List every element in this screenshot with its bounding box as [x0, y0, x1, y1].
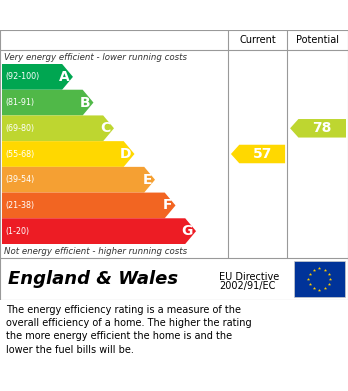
Text: 78: 78: [313, 121, 332, 135]
Text: 2002/91/EC: 2002/91/EC: [219, 281, 276, 291]
Polygon shape: [2, 141, 134, 167]
Text: (1-20): (1-20): [5, 227, 29, 236]
Text: Potential: Potential: [296, 35, 339, 45]
Bar: [294, 261, 345, 297]
Polygon shape: [231, 145, 285, 163]
Text: F: F: [163, 198, 172, 212]
Polygon shape: [290, 119, 346, 138]
Text: (81-91): (81-91): [5, 98, 34, 107]
Text: (92-100): (92-100): [5, 72, 39, 81]
Text: (39-54): (39-54): [5, 175, 34, 184]
Text: The energy efficiency rating is a measure of the
overall efficiency of a home. T: The energy efficiency rating is a measur…: [6, 305, 252, 355]
Polygon shape: [2, 193, 175, 218]
Text: Not energy efficient - higher running costs: Not energy efficient - higher running co…: [4, 246, 187, 255]
Text: C: C: [101, 121, 111, 135]
Text: Very energy efficient - lower running costs: Very energy efficient - lower running co…: [4, 52, 187, 61]
Text: G: G: [181, 224, 193, 238]
Text: England & Wales: England & Wales: [8, 270, 178, 288]
Text: (69-80): (69-80): [5, 124, 34, 133]
Polygon shape: [2, 90, 94, 115]
Text: Energy Efficiency Rating: Energy Efficiency Rating: [10, 7, 220, 23]
Text: D: D: [120, 147, 131, 161]
Text: EU Directive: EU Directive: [219, 272, 279, 282]
Text: Current: Current: [239, 35, 276, 45]
Polygon shape: [2, 115, 114, 141]
Text: E: E: [142, 173, 152, 187]
Polygon shape: [2, 218, 196, 244]
Text: A: A: [59, 70, 70, 84]
Text: 57: 57: [253, 147, 272, 161]
Text: (21-38): (21-38): [5, 201, 34, 210]
Text: (55-68): (55-68): [5, 149, 34, 158]
Polygon shape: [2, 167, 155, 193]
Polygon shape: [2, 64, 73, 90]
Text: B: B: [80, 95, 90, 109]
